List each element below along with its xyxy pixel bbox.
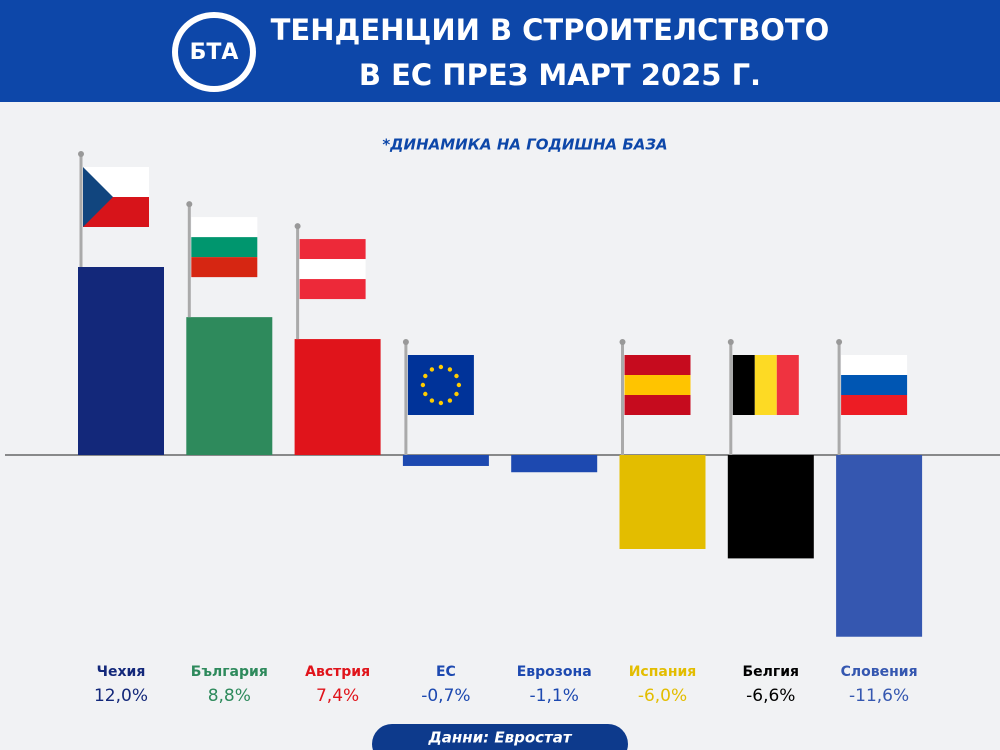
- value-label: -0,7%: [421, 686, 470, 706]
- flag-triangle: [83, 167, 113, 227]
- category-label: Чехия: [97, 664, 146, 680]
- flag-stripe: [299, 239, 366, 260]
- flag-star: [454, 373, 459, 379]
- flag-stripe: [841, 395, 908, 415]
- flag-pole-tip: [727, 339, 734, 345]
- flag-stripe: [407, 355, 474, 415]
- flag-pole-tip: [402, 339, 409, 345]
- flag-stripe: [732, 355, 755, 415]
- source: Данни: Евростат: [427, 729, 572, 747]
- category-label: България: [191, 664, 268, 680]
- flag-star: [438, 400, 444, 406]
- source-pill: [372, 724, 628, 750]
- bar: [727, 455, 814, 559]
- flag-stripe: [776, 355, 799, 415]
- bar: [511, 455, 598, 473]
- header: [0, 0, 1000, 102]
- flag-pole-tip: [186, 201, 193, 208]
- chart-title: ТЕНДЕНЦИИ В СТРОИТЕЛСТВОТО: [271, 13, 830, 47]
- flag-star: [429, 398, 435, 403]
- flag-stripe: [191, 217, 258, 238]
- flag-star: [423, 391, 428, 397]
- flag-stripe: [299, 259, 366, 280]
- flag-star: [454, 391, 459, 397]
- category-label: Еврозона: [517, 664, 592, 680]
- flag-star: [438, 364, 444, 370]
- bar: [619, 455, 706, 549]
- flag-pole-tip: [294, 223, 301, 230]
- value-label: -11,6%: [849, 686, 909, 706]
- category-label: ЕС: [436, 664, 456, 680]
- flag-star: [447, 398, 453, 403]
- bar: [836, 455, 923, 637]
- flag-stripe: [754, 355, 777, 415]
- category-label: Австрия: [305, 664, 370, 680]
- category-label: Испания: [629, 664, 697, 680]
- flag-stripe: [624, 395, 691, 415]
- logo-text: БТА: [190, 40, 239, 65]
- chart-title: В ЕС ПРЕЗ МАРТ 2025 Г.: [359, 58, 761, 92]
- flag-star: [447, 367, 453, 372]
- flag-stripe: [841, 355, 908, 375]
- category-label: Белгия: [743, 664, 800, 680]
- value-label: 7,4%: [316, 686, 359, 706]
- flag-stripe: [191, 257, 258, 278]
- value-label: -6,0%: [638, 686, 687, 706]
- category-label: Словения: [841, 664, 918, 680]
- bar: [294, 339, 381, 455]
- flag-pole-tip: [78, 151, 84, 157]
- flag-pole-tip: [619, 339, 626, 345]
- flag-stripe: [624, 355, 691, 375]
- flag-stripe: [191, 237, 258, 258]
- value-label: 12,0%: [94, 686, 148, 706]
- flag-star: [429, 367, 435, 372]
- bar: [402, 455, 489, 466]
- logo-inner: [178, 18, 250, 86]
- flag-star: [456, 382, 462, 388]
- flag-stripe: [299, 279, 366, 300]
- value-label: -1,1%: [530, 686, 579, 706]
- flag-stripe: [624, 375, 691, 395]
- flag-stripe: [841, 375, 908, 395]
- flag-pole-tip: [836, 339, 843, 345]
- bar: [186, 317, 273, 455]
- bar: [78, 267, 164, 455]
- subtitle: *ДИНАМИКА НА ГОДИШНА БАЗА: [382, 136, 667, 154]
- value-label: -6,6%: [746, 686, 795, 706]
- value-label: 8,8%: [208, 686, 251, 706]
- flag-star: [420, 382, 426, 388]
- flag-star: [423, 373, 428, 379]
